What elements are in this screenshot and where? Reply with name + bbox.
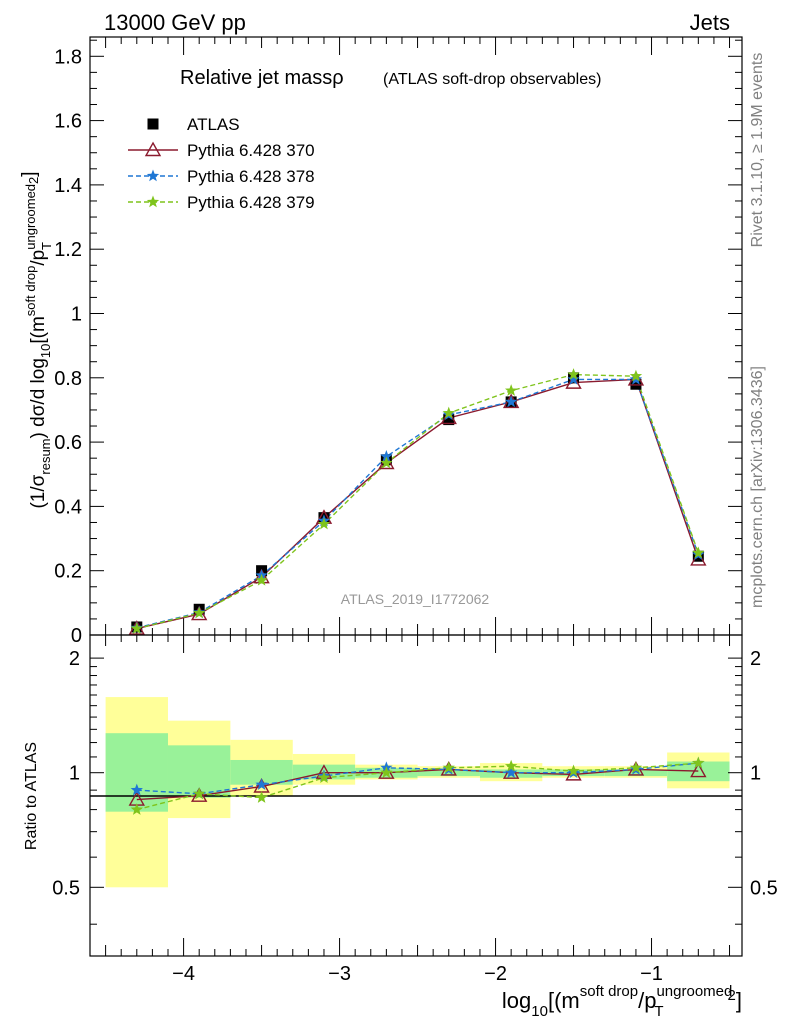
legend: ATLAS Pythia 6.428 370 Pythia 6.428 378 Pyt… bbox=[128, 115, 315, 212]
legend-marker bbox=[147, 118, 159, 130]
x-tick-label: −3 bbox=[328, 963, 351, 985]
main-point bbox=[440, 409, 457, 425]
x-tick-label: −2 bbox=[484, 963, 507, 985]
ratio-series-line bbox=[136, 762, 699, 811]
main-point bbox=[317, 517, 331, 530]
ratio-y-tick-label: 1 bbox=[69, 763, 80, 785]
ratio-inner-band bbox=[417, 769, 480, 777]
ratio-point bbox=[130, 803, 143, 815]
ratio-inner-band bbox=[105, 733, 168, 812]
main-point bbox=[690, 551, 707, 566]
ratio-point bbox=[190, 787, 208, 802]
x-tick-label: −4 bbox=[172, 963, 195, 985]
legend-label: ATLAS bbox=[187, 115, 240, 134]
ratio-y-tick-label: 2 bbox=[69, 648, 80, 670]
ratio-point bbox=[380, 766, 393, 778]
legend-label: Pythia 6.428 379 bbox=[187, 193, 315, 212]
main-point bbox=[504, 384, 518, 396]
ratio-y-tick-label-right: 0.5 bbox=[750, 877, 778, 899]
legend-marker bbox=[144, 141, 162, 157]
main-point bbox=[567, 372, 580, 385]
main-y-tick-label: 1.2 bbox=[54, 239, 82, 261]
ratio-series-line bbox=[136, 768, 699, 801]
legend-label: Pythia 6.428 370 bbox=[187, 141, 315, 160]
header-jets: Jets bbox=[690, 10, 730, 35]
legend-label: Pythia 6.428 378 bbox=[187, 167, 315, 186]
ratio-point bbox=[629, 761, 643, 774]
main-point bbox=[255, 573, 268, 586]
ratio-y-tick-label-right: 2 bbox=[750, 648, 761, 670]
legend-marker bbox=[146, 169, 160, 182]
main-point bbox=[130, 622, 143, 634]
ratio-point bbox=[565, 765, 582, 781]
ratio-point bbox=[317, 771, 331, 783]
main-point bbox=[567, 368, 580, 380]
main-y-tick-label: 0 bbox=[71, 625, 82, 647]
legend-marker bbox=[146, 195, 160, 208]
ratio-series-line bbox=[136, 762, 699, 795]
ratio-axis-ticks: 0.5 0.5 1 1 2 2 −4 −3 −2 −1 bbox=[52, 635, 778, 985]
main-series-layer bbox=[128, 368, 707, 635]
x-tick-label: −1 bbox=[640, 963, 663, 985]
main-point bbox=[692, 546, 705, 559]
main-point bbox=[193, 606, 206, 619]
main-subtitle: (ATLAS soft-drop observables) bbox=[383, 71, 601, 88]
main-y-tick-label: 1.6 bbox=[54, 111, 82, 133]
ratio-y-tick-label-right: 1 bbox=[750, 763, 761, 785]
main-point bbox=[380, 450, 393, 462]
main-y-tick-label: 0.4 bbox=[54, 496, 82, 518]
main-axis-ticks: 0 0.2 0.4 0.6 0.8 1 1.2 1.4 1.6 1.8 bbox=[54, 37, 742, 647]
main-y-tick-label: 0.2 bbox=[54, 561, 82, 583]
ratio-series-layer bbox=[128, 756, 707, 815]
main-point bbox=[442, 406, 455, 419]
ratio-point bbox=[193, 787, 206, 800]
ratio-y-tick-label: 0.5 bbox=[52, 877, 80, 899]
main-series-line bbox=[136, 378, 699, 629]
ratio-point bbox=[442, 761, 455, 774]
main-y-tick-label: 0.8 bbox=[54, 368, 82, 390]
ratio-point bbox=[255, 778, 268, 790]
main-point bbox=[565, 374, 582, 389]
main-y-tick-label: 1.8 bbox=[54, 46, 82, 68]
rivet-version-label: Rivet 3.1.10, ≥ 1.9M events bbox=[749, 53, 766, 248]
ratio-plot-frame bbox=[89, 634, 743, 957]
main-y-tick-label: 1 bbox=[71, 303, 82, 325]
ratio-y-axis-label: Ratio to ATLAS bbox=[23, 742, 40, 850]
main-y-tick-label: 0.6 bbox=[54, 432, 82, 454]
main-title: Relative jet massρ bbox=[180, 67, 344, 89]
ratio-inner-band bbox=[667, 761, 730, 782]
main-series-line bbox=[136, 373, 699, 630]
ratio-point bbox=[567, 764, 580, 777]
main-point bbox=[190, 605, 208, 621]
ratio-point bbox=[130, 783, 143, 796]
header-process: 13000 GeV pp bbox=[104, 10, 246, 35]
ratio-point bbox=[255, 791, 268, 803]
mcplots-reference-label: mcplots.cern.ch [arXiv:1306.3436] bbox=[749, 366, 766, 608]
main-y-tick-label: 1.4 bbox=[54, 175, 82, 197]
ratio-inner-band bbox=[604, 769, 668, 777]
main-point bbox=[443, 414, 455, 426]
ratio-point bbox=[690, 762, 707, 778]
analysis-id-label: ATLAS_2019_I1772062 bbox=[341, 591, 490, 607]
ratio-point bbox=[504, 766, 518, 778]
main-point bbox=[380, 456, 393, 469]
ratio-panel: 0.5 0.5 1 1 2 2 −4 −3 −2 −1 Ratio to ATLAS bbox=[23, 634, 778, 985]
main-point bbox=[504, 395, 518, 408]
main-point bbox=[629, 369, 643, 382]
ratio-point bbox=[692, 756, 705, 769]
ratio-point bbox=[504, 759, 518, 772]
main-series-line bbox=[136, 378, 699, 630]
